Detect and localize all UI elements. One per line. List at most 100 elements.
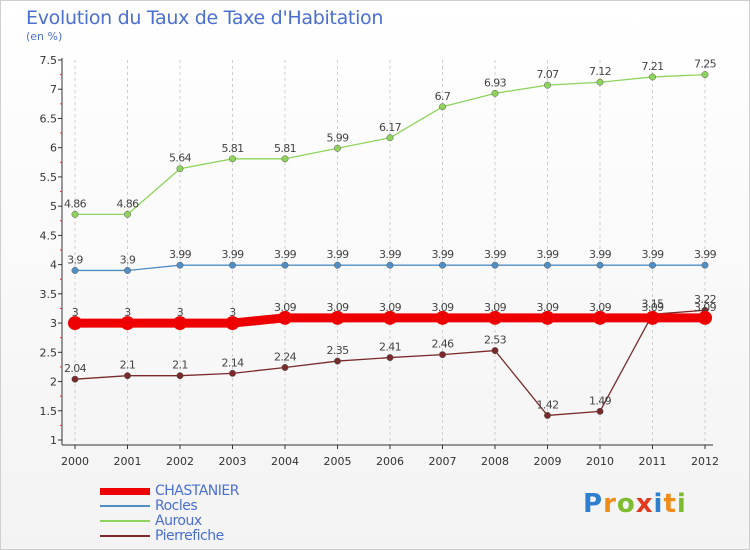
data-label: 3.99 — [484, 248, 507, 261]
data-label: 5.64 — [169, 152, 192, 165]
data-point — [173, 316, 187, 331]
logo-letter: i — [676, 489, 687, 519]
data-point — [124, 267, 131, 274]
data-label: 7.12 — [589, 65, 611, 78]
data-point — [124, 210, 131, 218]
data-point — [330, 310, 345, 325]
data-point — [596, 261, 604, 269]
x-tick-label: 2006 — [376, 455, 404, 468]
y-tick-label: 7 — [50, 83, 57, 96]
data-point — [439, 261, 446, 269]
data-label: 3.99 — [641, 248, 664, 261]
data-label: 2.35 — [326, 344, 349, 357]
data-label: 6.7 — [435, 90, 451, 103]
y-tick-label: 6 — [50, 142, 57, 155]
data-label: 3.09 — [536, 301, 559, 314]
data-label: 2.04 — [64, 362, 87, 375]
data-point — [544, 81, 551, 89]
data-point — [439, 103, 446, 111]
data-point — [649, 261, 656, 269]
data-label: 3.9 — [120, 253, 136, 266]
data-point — [229, 155, 236, 163]
legend-swatch — [100, 488, 150, 495]
x-tick-label: 2004 — [271, 455, 299, 468]
x-tick-label: 2001 — [114, 455, 142, 468]
legend-swatch — [100, 505, 150, 507]
data-label: 3.09 — [379, 301, 402, 314]
proxiti-logo: Proxiti — [583, 489, 687, 519]
legend-swatch — [100, 520, 150, 522]
y-tick-label: 1 — [50, 434, 57, 447]
data-point — [281, 364, 289, 371]
data-point — [544, 411, 551, 419]
logo-letter: i — [653, 489, 664, 519]
data-label: 3 — [177, 306, 184, 319]
y-tick-label: 1.5 — [40, 405, 58, 418]
data-label: 7.07 — [536, 68, 559, 81]
x-tick-label: 2008 — [481, 455, 509, 468]
data-label: 3.22 — [694, 293, 716, 306]
data-point — [383, 310, 397, 325]
y-tick-label: 5 — [50, 200, 57, 213]
y-tick-label: 6.5 — [40, 112, 58, 125]
legend-label: CHASTANIER — [155, 483, 239, 499]
data-point — [593, 310, 607, 325]
legend-label: Auroux — [155, 513, 202, 529]
data-point — [435, 310, 450, 325]
data-point — [71, 267, 79, 274]
data-label: 2.41 — [379, 341, 401, 354]
data-point — [281, 155, 289, 163]
logo-letter: t — [663, 489, 677, 519]
data-point — [68, 316, 82, 331]
y-tick-label: 2 — [50, 376, 57, 389]
data-label: 2.46 — [431, 338, 454, 351]
data-point — [645, 310, 660, 325]
data-label: 2.24 — [274, 351, 297, 364]
data-point — [176, 372, 184, 380]
data-label: 3.99 — [326, 248, 349, 261]
data-point — [334, 357, 341, 365]
data-point — [176, 165, 184, 173]
data-point — [334, 261, 341, 269]
x-tick-label: 2010 — [586, 455, 614, 468]
data-label: 3.99 — [431, 248, 454, 261]
data-point — [120, 316, 135, 331]
data-label: 3.99 — [274, 248, 297, 261]
y-tick-label: 5.5 — [40, 171, 58, 184]
data-point — [71, 210, 79, 218]
data-point — [701, 261, 709, 269]
data-point — [491, 89, 499, 97]
data-point — [229, 369, 236, 377]
y-tick-label: 4.5 — [40, 229, 58, 242]
y-tick-label: 2.5 — [40, 346, 58, 359]
legend-label: Pierrefiche — [155, 528, 224, 544]
y-tick-label: 3 — [50, 317, 57, 330]
data-label: 4.86 — [116, 197, 139, 210]
data-label: 3.09 — [326, 301, 349, 314]
data-label: 2.1 — [120, 359, 136, 372]
data-label: 3.09 — [484, 301, 507, 314]
logo-letter: P — [583, 489, 604, 519]
data-point — [701, 71, 709, 79]
data-point — [544, 261, 551, 269]
logo-letter: x — [635, 489, 654, 519]
data-point — [488, 310, 502, 325]
data-label: 2.53 — [484, 334, 507, 347]
data-label: 5.99 — [326, 131, 349, 144]
data-label: 2.1 — [172, 359, 188, 372]
data-label: 3.9 — [67, 253, 83, 266]
x-tick-label: 2000 — [61, 455, 89, 468]
data-label: 7.21 — [641, 60, 663, 73]
data-point — [176, 261, 184, 269]
x-tick-label: 2009 — [534, 455, 562, 468]
legend-swatch — [100, 535, 150, 537]
x-tick-label: 2003 — [219, 455, 247, 468]
x-tick-label: 2002 — [166, 455, 194, 468]
data-label: 6.93 — [484, 76, 507, 89]
logo-letter: r — [603, 489, 617, 519]
data-label: 3.99 — [221, 248, 244, 261]
data-label: 3.09 — [694, 301, 717, 314]
data-label: 3.15 — [641, 297, 664, 310]
data-point — [386, 134, 394, 142]
